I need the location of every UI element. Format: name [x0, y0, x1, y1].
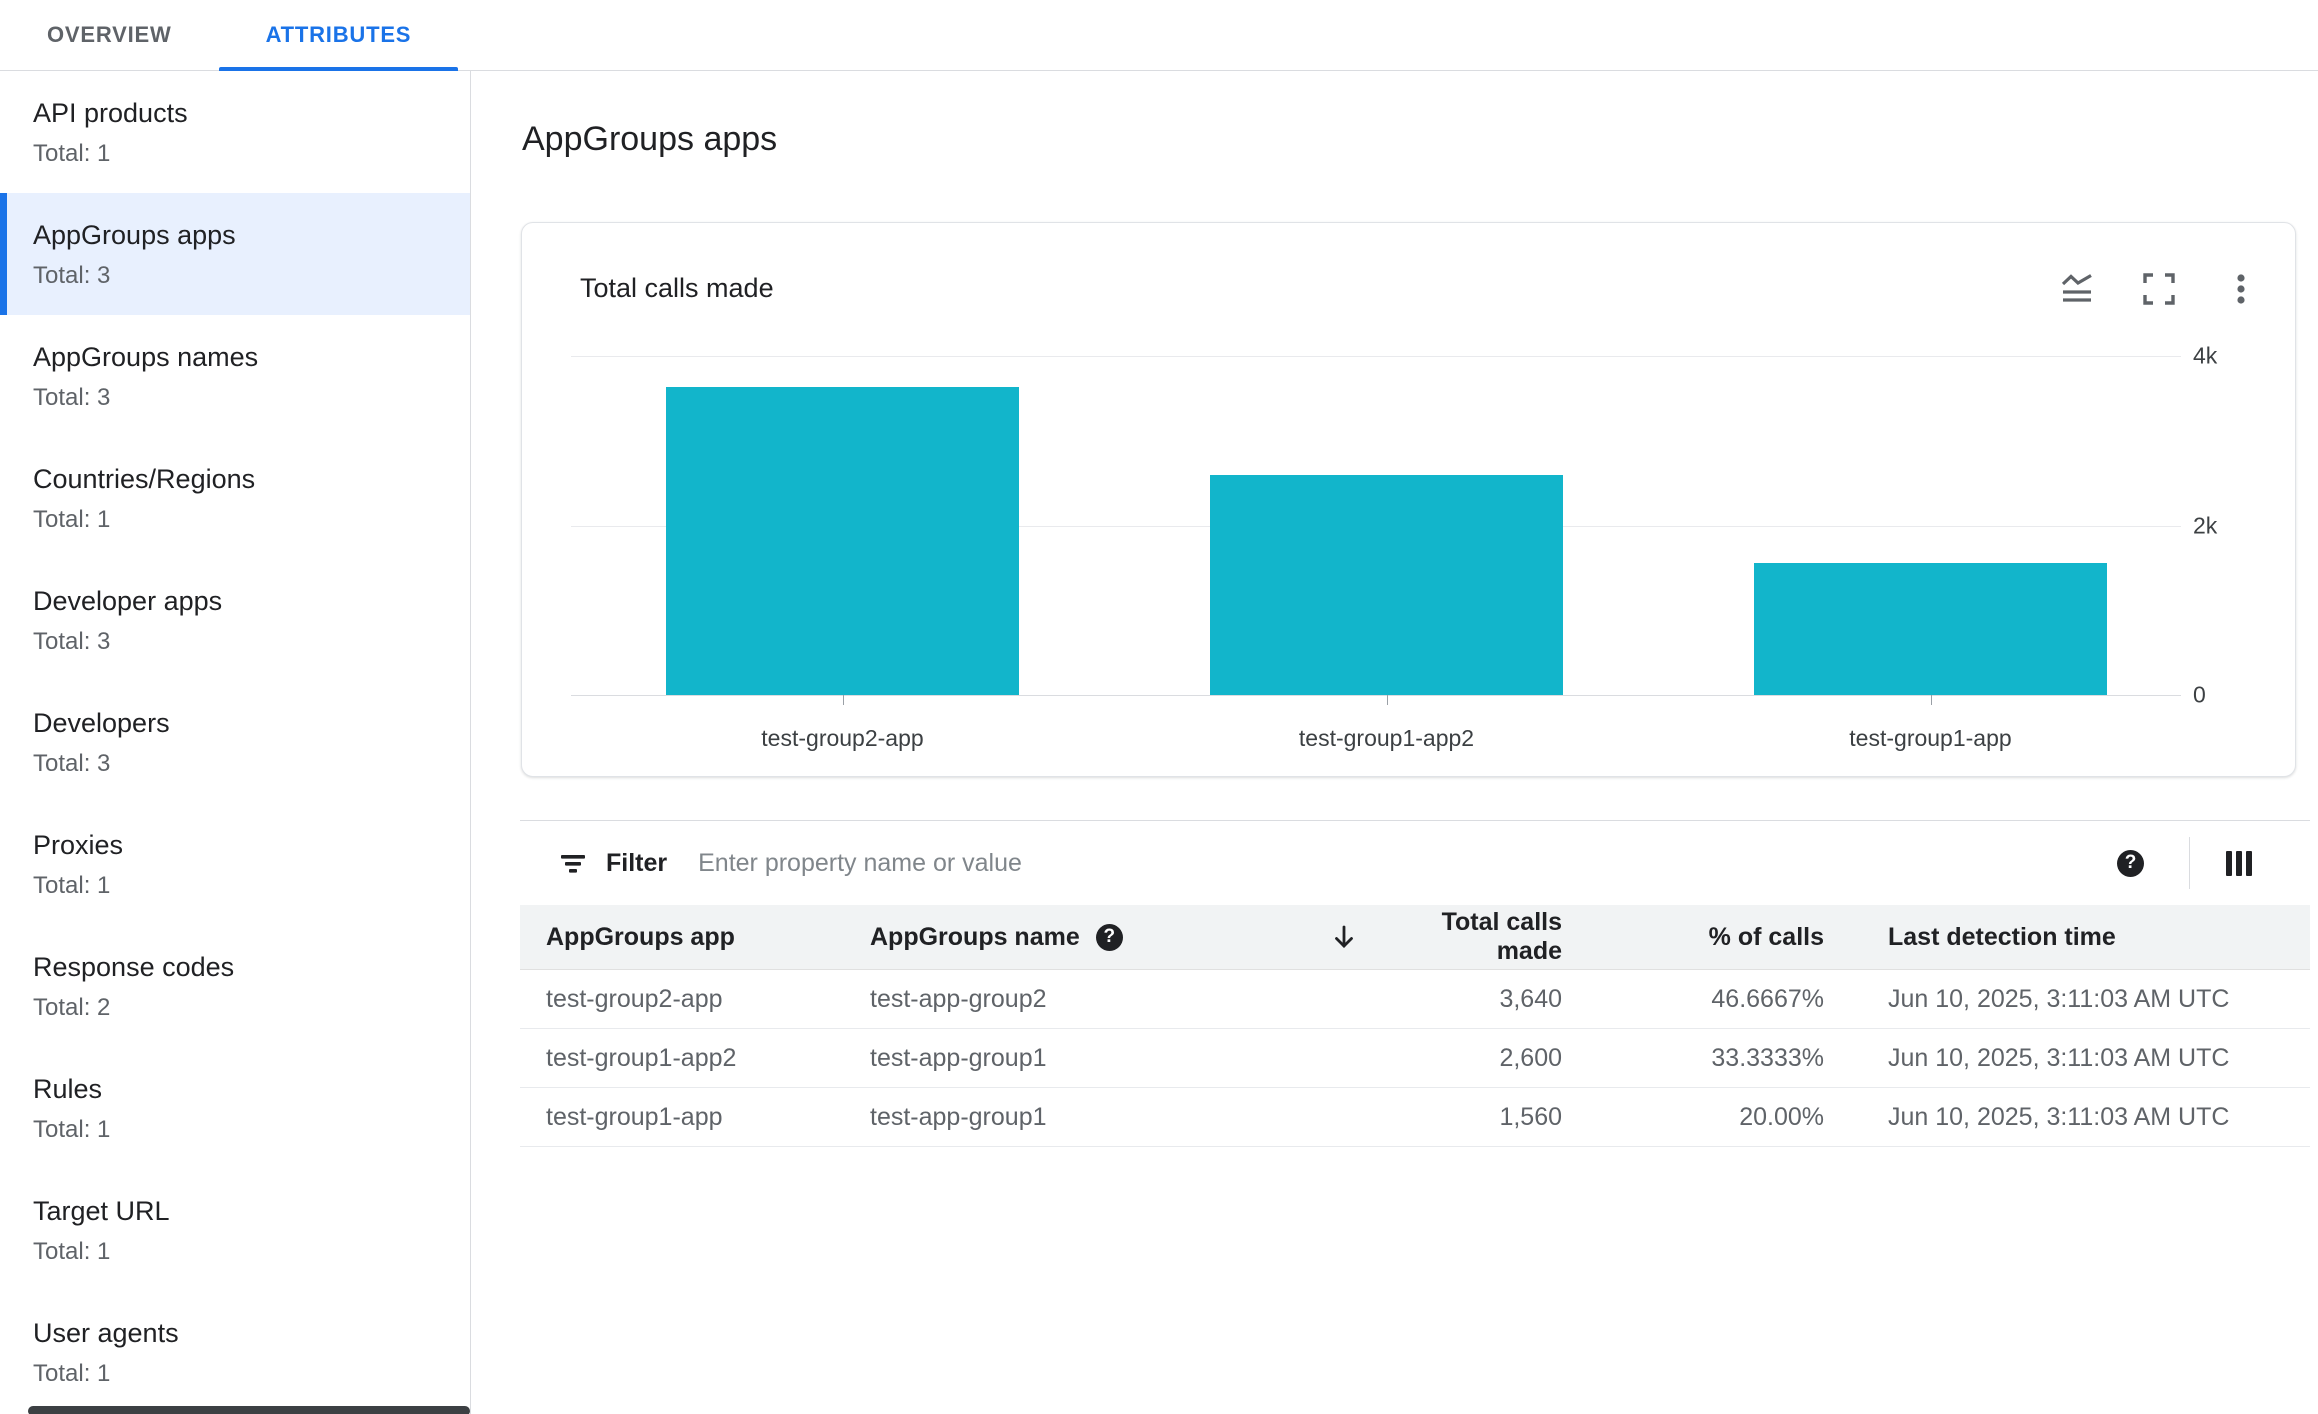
cell-pct-of-calls: 20.00% — [1739, 1102, 1824, 1131]
sidebar-item-total: Total: 1 — [33, 1360, 111, 1387]
filter-input[interactable] — [696, 847, 2117, 879]
sidebar-item[interactable]: AppGroups names Total: 3 — [0, 315, 470, 437]
sidebar-item-label: Rules — [33, 1074, 103, 1104]
table-header-row: AppGroups app AppGroups name ? Total cal… — [520, 905, 2310, 970]
sidebar-item-total: Total: 2 — [33, 994, 111, 1021]
column-selector-icon[interactable] — [2226, 850, 2252, 876]
sidebar-item[interactable]: AppGroups apps Total: 3 — [0, 193, 470, 315]
cell-last-detection-time: Jun 10, 2025, 3:11:03 AM UTC — [1888, 1043, 2230, 1072]
tab-overview[interactable]: OVERVIEW — [47, 22, 172, 47]
cell-total-calls: 2,600 — [1499, 1043, 1562, 1072]
sidebar-item-total: Total: 3 — [33, 262, 111, 289]
table-row[interactable]: test-group1-app2 test-app-group1 2,600 3… — [520, 1029, 2310, 1088]
y-axis-tick-label: 2k — [2193, 512, 2218, 538]
sidebar-item[interactable]: Target URL Total: 1 — [0, 1169, 470, 1291]
cell-total-calls: 3,640 — [1499, 984, 1562, 1013]
sidebar-item-label: User agents — [33, 1318, 179, 1348]
cell-pct-of-calls: 33.3333% — [1711, 1043, 1824, 1072]
column-header-total-calls[interactable]: Total calls made — [1330, 908, 1570, 966]
cell-appgroups-name: test-app-group1 — [870, 1043, 1047, 1072]
y-axis-tick-label: 0 — [2193, 681, 2206, 708]
sidebar-item[interactable]: User agents Total: 1 — [0, 1291, 470, 1413]
bar-test-group2-app[interactable] — [666, 386, 1019, 695]
cell-appgroups-app: test-group1-app2 — [546, 1043, 737, 1072]
sidebar-scrollbar[interactable] — [28, 1406, 470, 1414]
sidebar-item-total: Total: 3 — [33, 384, 111, 411]
column-header-appgroups-app[interactable]: AppGroups app — [546, 922, 735, 951]
sidebar-item-label: Developer apps — [33, 586, 223, 616]
cell-last-detection-time: Jun 10, 2025, 3:11:03 AM UTC — [1888, 984, 2230, 1013]
chart-title: Total calls made — [580, 273, 774, 303]
cell-appgroups-name: test-app-group1 — [870, 1102, 1047, 1131]
sidebar-item-label: API products — [33, 98, 188, 128]
x-axis-tick — [842, 695, 844, 705]
tab-bar: OVERVIEW ATTRIBUTES — [0, 0, 2318, 71]
cell-appgroups-app: test-group2-app — [546, 984, 723, 1013]
gridline-4k: 4k — [571, 343, 2217, 369]
appgroups-name-help-icon[interactable]: ? — [1095, 923, 1123, 951]
sidebar-item[interactable]: Developers Total: 3 — [0, 681, 470, 803]
sidebar-item-total: Total: 1 — [33, 1238, 111, 1265]
cell-total-calls: 1,560 — [1499, 1102, 1562, 1131]
tab-attributes[interactable]: ATTRIBUTES — [218, 0, 459, 71]
sidebar-item[interactable]: Response codes Total: 2 — [0, 925, 470, 1047]
gridline-0: 0 — [571, 682, 2206, 708]
sidebar-item[interactable]: Developer apps Total: 3 — [0, 559, 470, 681]
sidebar-item-label: Developers — [33, 708, 170, 738]
table-section: Filter ? AppGroups app AppGroups name ? … — [520, 820, 2310, 1147]
y-axis-tick-label: 4k — [2193, 342, 2218, 369]
column-header-pct-of-calls[interactable]: % of calls — [1708, 922, 1824, 951]
sidebar-item-label: Proxies — [33, 830, 124, 860]
table-row[interactable]: test-group2-app test-app-group2 3,640 46… — [520, 970, 2310, 1029]
attributes-sidebar: API products Total: 1 AppGroups apps Tot… — [0, 71, 471, 1414]
column-header-label: AppGroups name — [870, 922, 1080, 951]
x-axis-tick — [1930, 695, 1932, 705]
cell-appgroups-app: test-group1-app — [546, 1102, 723, 1131]
sidebar-item[interactable]: Proxies Total: 1 — [0, 803, 470, 925]
x-axis-label: test-group2-app — [761, 725, 924, 751]
sidebar-item-label: Response codes — [33, 952, 235, 982]
column-header-appgroups-name[interactable]: AppGroups name ? — [870, 923, 1330, 952]
sidebar-item-total: Total: 1 — [33, 506, 111, 533]
x-axis-label: test-group1-app2 — [1298, 725, 1475, 751]
chart-card: Total calls made — [521, 222, 2296, 777]
cell-pct-of-calls: 46.6667% — [1711, 984, 1824, 1013]
column-header-last-detection-time[interactable]: Last detection time — [1888, 922, 2116, 951]
total-calls-bar-chart: 4k 2k 0 test-group2-app test-group1-app2 test… — [571, 343, 2217, 751]
more-vert-icon[interactable] — [2221, 269, 2261, 309]
filter-divider — [2189, 837, 2190, 889]
sidebar-item-label: AppGroups names — [33, 342, 259, 372]
cell-last-detection-time: Jun 10, 2025, 3:11:03 AM UTC — [1888, 1102, 2230, 1131]
sort-desc-icon[interactable] — [1330, 923, 1358, 951]
sidebar-item-total: Total: 3 — [33, 628, 111, 655]
sidebar-item-label: Target URL — [33, 1196, 170, 1226]
sidebar-item-total: Total: 1 — [33, 140, 111, 167]
bar-test-group1-app2[interactable] — [1210, 474, 1563, 695]
page-title: AppGroups apps — [522, 120, 778, 158]
table-row[interactable]: test-group1-app test-app-group1 1,560 20… — [520, 1088, 2310, 1147]
filter-help-icon[interactable]: ? — [2117, 849, 2144, 877]
table-body: test-group2-app test-app-group2 3,640 46… — [520, 970, 2310, 1147]
sidebar-item-label: Countries/Regions — [33, 464, 256, 494]
sidebar-item[interactable]: Rules Total: 1 — [0, 1047, 470, 1169]
filter-label: Filter — [606, 848, 668, 877]
sidebar-item[interactable]: API products Total: 1 — [0, 71, 470, 193]
x-axis-label: test-group1-app — [1849, 725, 2012, 751]
sidebar-item-total: Total: 1 — [33, 872, 111, 899]
chart-type-icon[interactable] — [2057, 269, 2097, 309]
sidebar-item-total: Total: 3 — [33, 750, 111, 777]
filter-row: Filter ? — [520, 821, 2310, 905]
sidebar-item-label: AppGroups apps — [33, 220, 236, 250]
column-header-label: Total calls made — [1441, 908, 1562, 965]
x-axis-tick — [1386, 695, 1388, 705]
fullscreen-icon[interactable] — [2139, 269, 2179, 309]
chart-card-actions — [2057, 269, 2261, 309]
sidebar-item[interactable]: Countries/Regions Total: 1 — [0, 437, 470, 559]
filter-icon — [558, 848, 588, 878]
cell-appgroups-name: test-app-group2 — [870, 984, 1047, 1013]
sidebar-item-total: Total: 1 — [33, 1116, 111, 1143]
bar-test-group1-app[interactable] — [1754, 562, 2107, 695]
